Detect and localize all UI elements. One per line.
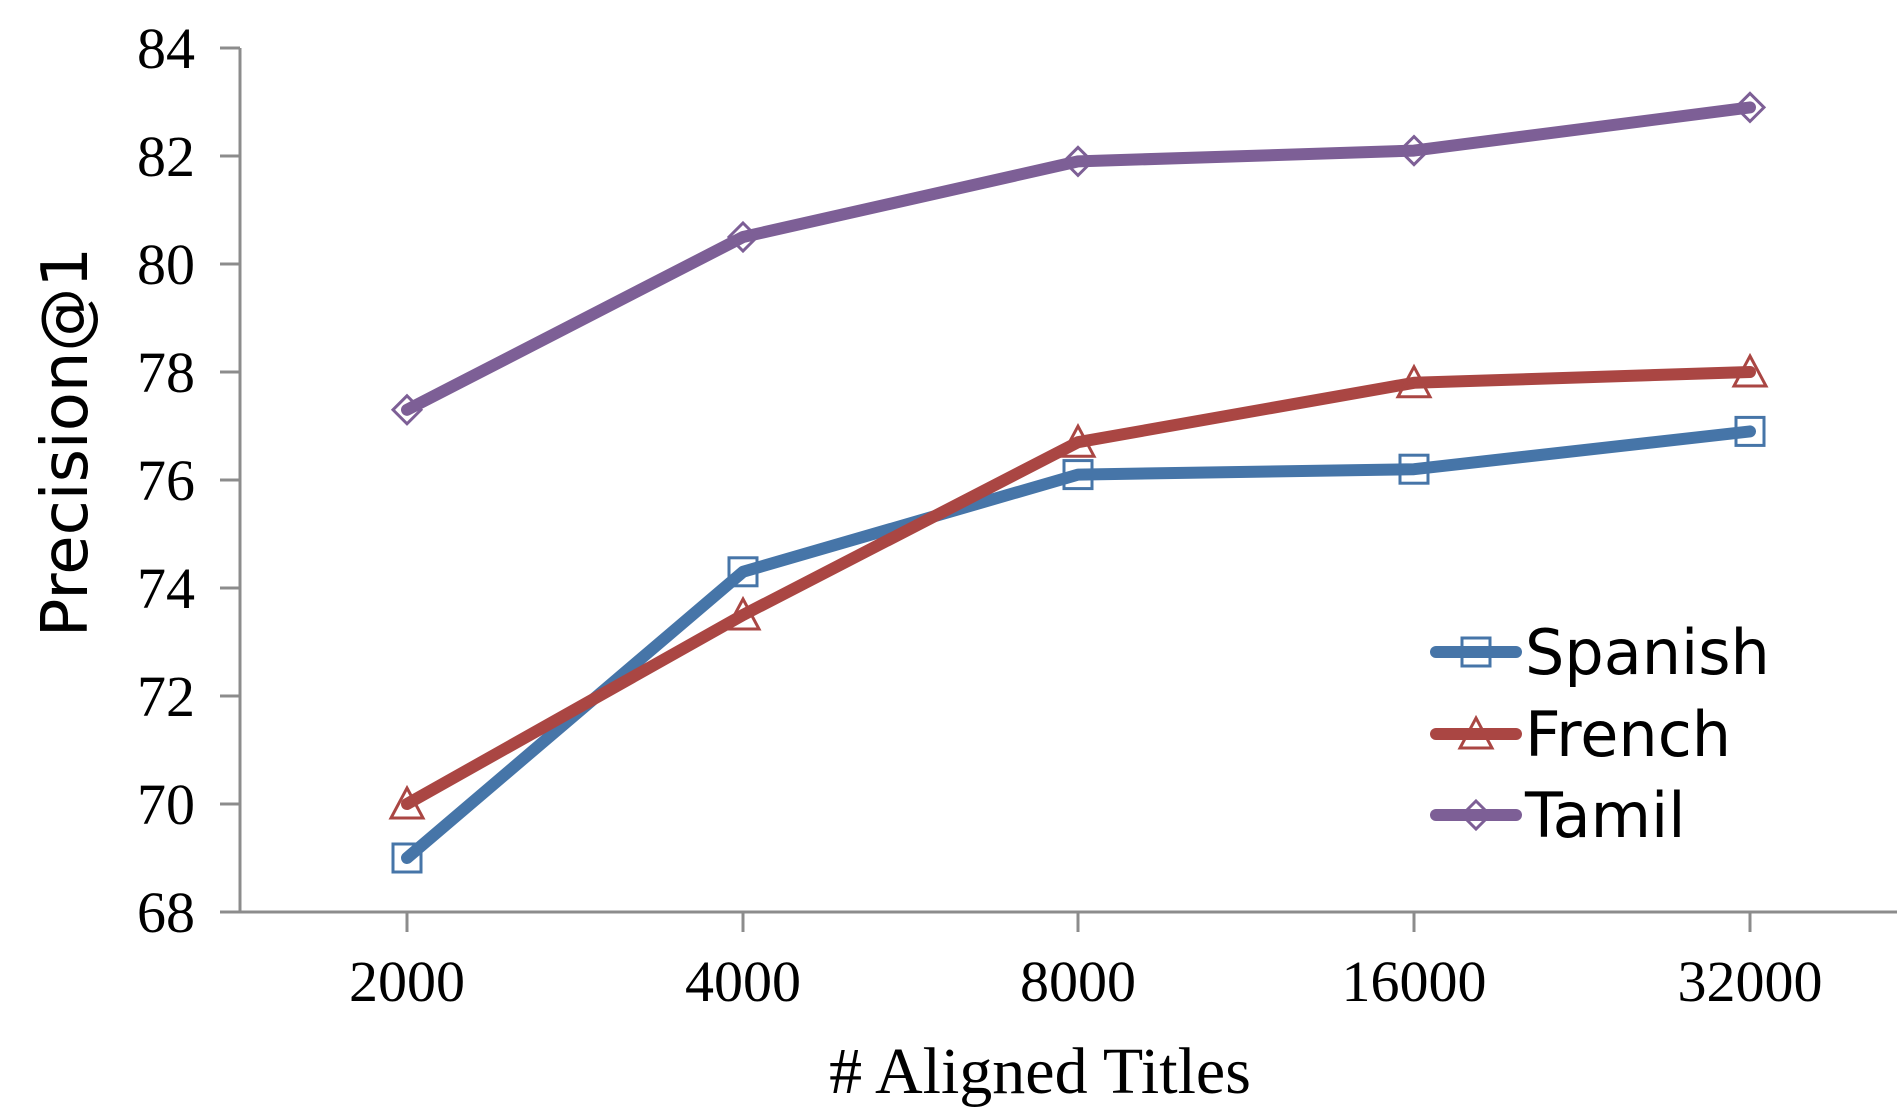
tamil-data-point [390,393,424,426]
y-tick-label: 76 [137,448,195,513]
legend: Spanish French Tamil [1430,616,1770,852]
x-tick-label: 2000 [349,949,465,1014]
tamil-data-point [1061,145,1095,178]
y-tick-label: 78 [137,340,195,405]
spanish-data-point [727,556,759,588]
french-data-point [724,595,762,631]
spanish-data-point [391,842,423,874]
french-legend-label: French [1525,698,1731,771]
y-tick-label: 68 [137,880,195,945]
y-tick-label: 74 [137,556,195,621]
french-data-point [1395,363,1433,399]
y-tick-label: 82 [137,124,195,189]
x-tick-label: 4000 [685,949,801,1014]
x-tick-label: 16000 [1342,949,1487,1014]
y-tick-label: 72 [137,664,195,729]
tamil-legend-marker [1459,798,1493,832]
x-axis-label: # Aligned Titles [829,1035,1251,1108]
x-axis: 2000 4000 8000 16000 32000 [220,910,1897,1014]
spanish-data-point [1734,415,1766,447]
y-tick-label: 80 [137,232,195,297]
spanish-data-point [1398,453,1430,485]
spanish-data-point [1062,459,1094,491]
french-legend-marker [1457,714,1495,750]
y-tick-label: 84 [137,16,195,81]
french-series-line [401,366,1756,810]
french-data-point [388,784,426,820]
x-tick-label: 8000 [1020,949,1136,1014]
spanish-series-line [401,425,1756,864]
series-lines [388,91,1769,874]
tamil-data-point [726,220,760,254]
spanish-legend-marker [1460,636,1492,668]
y-tick-label: 70 [137,772,195,837]
tamil-series-line [401,101,1756,416]
french-data-point [1731,352,1769,388]
spanish-legend-label: Spanish [1525,616,1770,689]
tamil-data-point [1733,91,1767,124]
y-axis-label: Precision@1 [29,247,103,637]
tamil-data-point [1397,134,1431,167]
x-tick-label: 32000 [1678,949,1823,1014]
tamil-legend-label: Tamil [1524,779,1685,852]
y-axis: 68 70 72 74 76 78 80 82 84 [137,16,242,945]
french-data-point [1059,423,1097,458]
